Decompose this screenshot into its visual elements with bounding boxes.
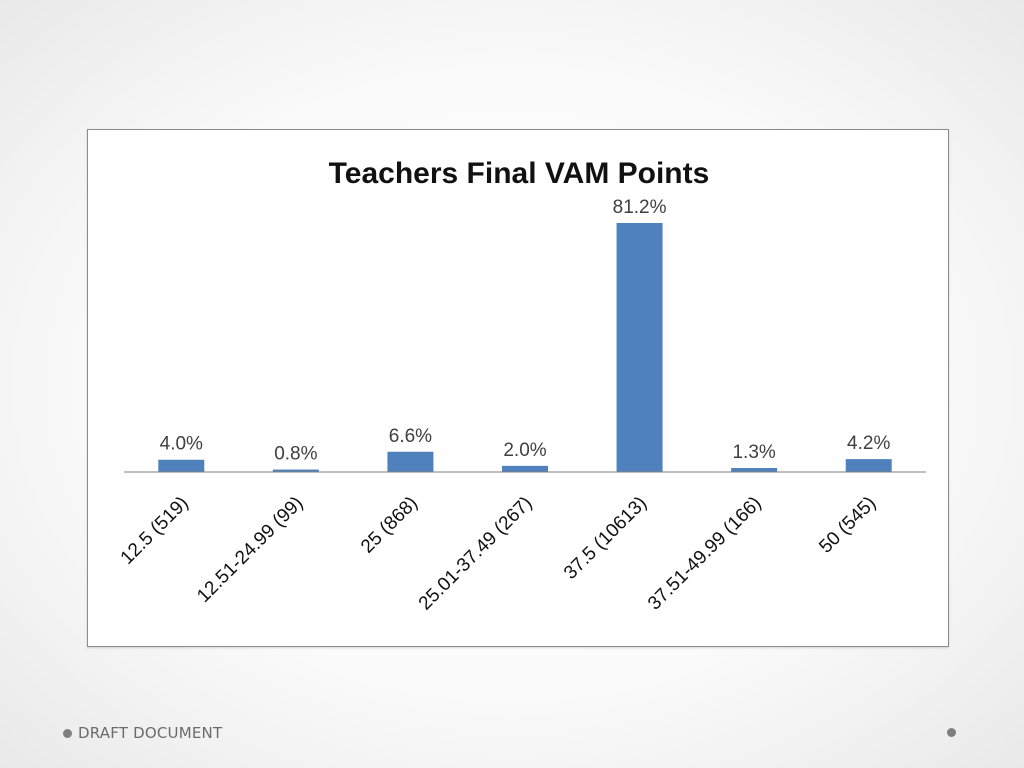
- slide-marker-icon: [947, 728, 956, 737]
- data-label: 6.6%: [389, 426, 432, 447]
- bar: [158, 459, 205, 472]
- data-label: 2.0%: [503, 440, 546, 461]
- bar: [616, 222, 663, 472]
- x-tick-label: 37.51-49.99 (166): [644, 493, 766, 615]
- chart-title: Teachers Final VAM Points: [329, 157, 710, 190]
- bar: [272, 469, 319, 472]
- data-label: 4.2%: [847, 433, 890, 454]
- x-tick-label: 50 (545): [815, 493, 880, 558]
- data-label: 4.0%: [160, 434, 203, 455]
- data-label: 0.8%: [274, 444, 317, 465]
- footer-text: DRAFT DOCUMENT: [78, 724, 223, 742]
- x-tick-label: 37.5 (10613): [560, 493, 651, 584]
- x-tick-label: 12.5 (519): [117, 493, 193, 569]
- chart-frame: Teachers Final VAM Points 4.0% 0.8% 6.6% 2.…: [87, 129, 949, 647]
- footer-bullet-icon: [63, 728, 72, 738]
- x-tick-label: 25.01-37.49 (267): [415, 493, 537, 615]
- bar: [502, 465, 548, 472]
- bar: [731, 468, 778, 472]
- data-label: 1.3%: [732, 442, 775, 463]
- data-label: 81.2%: [613, 197, 667, 218]
- x-tick-label: 25 (868): [357, 493, 422, 558]
- tick-labels-group: 12.5 (519) 12.51-24.99 (99) 25 (868)25.01-…: [117, 493, 881, 615]
- bar: [387, 451, 434, 472]
- bars-group: [158, 222, 892, 472]
- bar-chart: Teachers Final VAM Points 4.0% 0.8% 6.6% 2.…: [117, 157, 926, 615]
- data-labels-group: 4.0% 0.8% 6.6% 2.0% 81.2% 1.3% 4.2%: [160, 197, 891, 465]
- x-tick-label: 12.51-24.99 (99): [193, 493, 307, 607]
- bar: [845, 459, 892, 472]
- footer: DRAFT DOCUMENT: [63, 723, 222, 743]
